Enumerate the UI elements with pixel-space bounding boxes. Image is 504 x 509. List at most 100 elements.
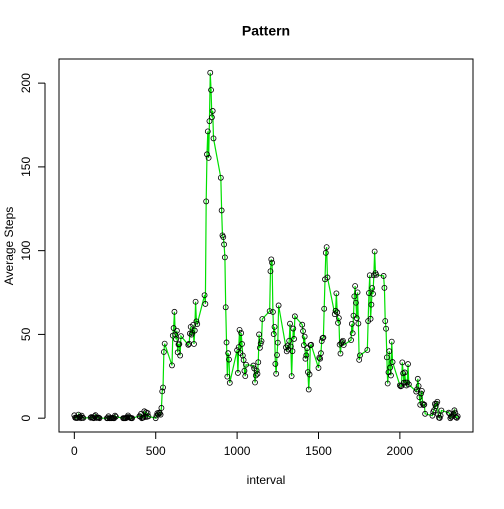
data-point bbox=[333, 290, 340, 297]
data-point bbox=[160, 349, 167, 355]
data-point bbox=[348, 320, 355, 327]
data-point bbox=[300, 342, 307, 349]
data-point bbox=[80, 415, 87, 421]
data-point bbox=[255, 359, 262, 366]
data-point bbox=[286, 337, 293, 344]
data-point bbox=[434, 398, 441, 405]
data-point bbox=[339, 339, 345, 345]
data-point bbox=[318, 338, 325, 345]
data-point bbox=[242, 373, 249, 380]
data-point bbox=[340, 337, 346, 344]
data-point bbox=[380, 273, 387, 279]
data-point bbox=[355, 320, 362, 327]
data-point bbox=[436, 415, 443, 421]
data-point bbox=[371, 248, 378, 255]
x-tick-label: 500 bbox=[146, 444, 166, 458]
y-tick-label: 50 bbox=[19, 327, 33, 341]
data-point bbox=[222, 304, 229, 311]
data-point bbox=[322, 249, 329, 256]
data-point bbox=[217, 174, 224, 181]
data-point bbox=[112, 412, 118, 419]
data-point bbox=[337, 350, 344, 357]
data-point bbox=[302, 355, 309, 362]
data-point bbox=[173, 327, 180, 334]
data-point bbox=[421, 401, 428, 408]
data-point bbox=[323, 244, 330, 251]
data-point bbox=[193, 318, 200, 325]
data-point bbox=[387, 364, 394, 371]
data-point bbox=[252, 379, 258, 386]
data-point bbox=[267, 268, 274, 275]
data-point bbox=[112, 413, 119, 420]
data-point bbox=[274, 339, 281, 346]
data-point bbox=[303, 352, 310, 359]
data-point bbox=[268, 256, 275, 263]
data-point bbox=[353, 299, 359, 306]
data-point bbox=[201, 292, 208, 299]
data-point bbox=[366, 272, 373, 279]
data-point bbox=[415, 383, 422, 389]
data-point bbox=[300, 328, 306, 334]
data-point bbox=[238, 330, 245, 336]
data-point bbox=[274, 352, 280, 358]
data-point bbox=[205, 154, 212, 161]
data-point bbox=[383, 325, 389, 332]
x-tick-label: 2000 bbox=[387, 444, 414, 458]
y-tick-label: 100 bbox=[19, 240, 33, 260]
data-point bbox=[397, 383, 404, 390]
data-point bbox=[176, 341, 183, 348]
data-point bbox=[234, 347, 241, 354]
data-point bbox=[283, 348, 290, 355]
data-point bbox=[399, 359, 406, 366]
data-point bbox=[221, 241, 227, 248]
data-point bbox=[194, 321, 201, 327]
data-point bbox=[243, 361, 249, 368]
data-point bbox=[204, 151, 210, 158]
data-point bbox=[145, 413, 152, 420]
data-point bbox=[370, 290, 376, 297]
data-point bbox=[353, 315, 360, 322]
data-point bbox=[224, 373, 231, 380]
data-point bbox=[192, 298, 199, 305]
data-point bbox=[291, 313, 298, 320]
data-point bbox=[96, 415, 103, 422]
data-point bbox=[383, 354, 390, 361]
data-point bbox=[304, 345, 311, 352]
data-point bbox=[259, 316, 266, 322]
x-tick-label: 0 bbox=[71, 444, 78, 458]
data-point bbox=[291, 336, 297, 342]
data-point bbox=[349, 330, 356, 337]
data-point bbox=[414, 375, 421, 382]
data-point bbox=[218, 207, 225, 214]
data-point bbox=[318, 350, 324, 357]
data-point bbox=[352, 283, 359, 289]
data-point bbox=[208, 87, 214, 93]
data-point bbox=[256, 344, 263, 351]
data-point bbox=[271, 323, 278, 330]
data-point bbox=[258, 338, 265, 345]
data-point bbox=[225, 350, 232, 357]
y-tick-label: 0 bbox=[19, 415, 33, 422]
data-point bbox=[270, 309, 276, 315]
data-point bbox=[351, 293, 358, 300]
data-point bbox=[159, 388, 166, 395]
data-point bbox=[386, 348, 393, 355]
data-point bbox=[420, 402, 427, 409]
data-point bbox=[185, 341, 192, 348]
y-tick-label: 200 bbox=[19, 73, 33, 93]
data-point bbox=[389, 359, 396, 365]
data-point bbox=[306, 371, 313, 378]
data-point bbox=[334, 309, 341, 316]
data-point bbox=[305, 386, 312, 393]
data-point bbox=[270, 331, 277, 337]
data-point bbox=[223, 339, 230, 346]
data-point bbox=[203, 198, 210, 205]
data-point bbox=[364, 347, 371, 353]
data-point bbox=[388, 372, 394, 379]
data-point bbox=[418, 387, 425, 394]
data-point bbox=[402, 379, 409, 386]
data-point bbox=[438, 407, 445, 414]
data-point bbox=[368, 301, 375, 308]
data-point bbox=[208, 114, 215, 121]
